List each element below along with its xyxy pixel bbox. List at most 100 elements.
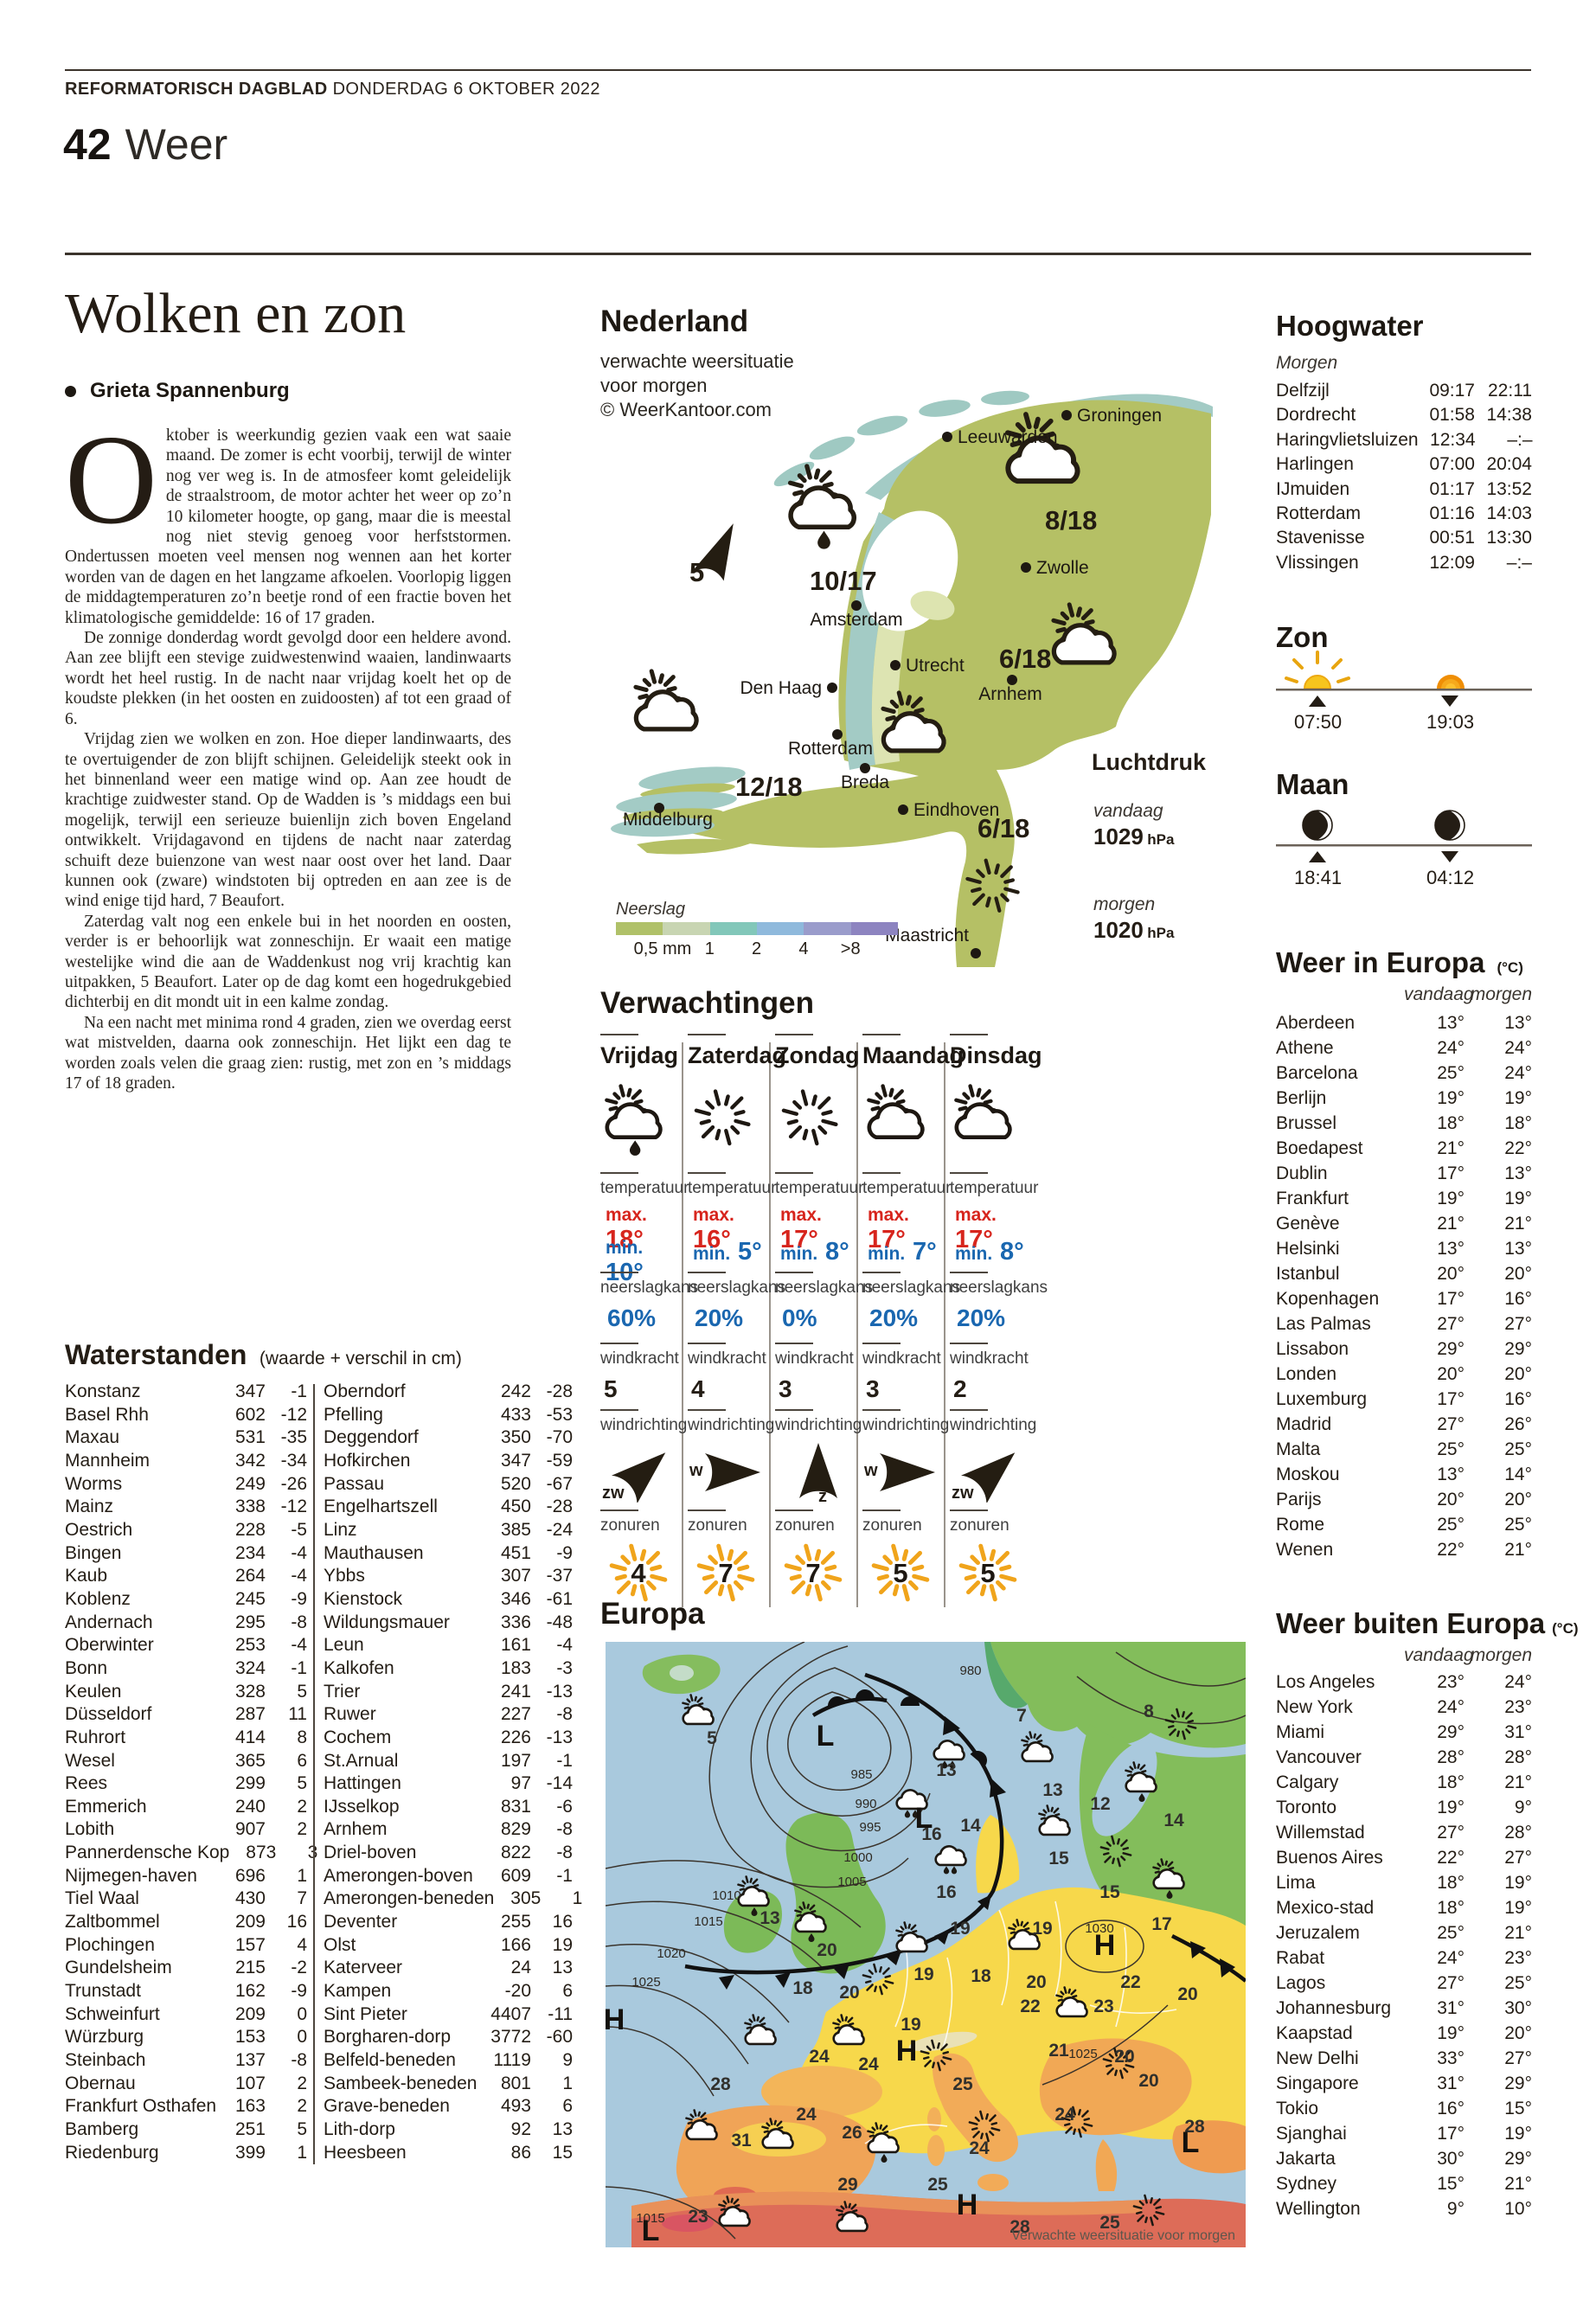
value-2: 23° bbox=[1504, 1948, 1532, 1968]
min-value: 5° bbox=[738, 1238, 762, 1266]
day-weather-icon bbox=[772, 1074, 855, 1171]
value-1: 18° bbox=[1437, 1772, 1465, 1792]
level-change: -8 bbox=[291, 2050, 307, 2071]
value-2: 19° bbox=[1504, 1189, 1532, 1208]
waterstand-row: Olst 166 19 bbox=[324, 1934, 573, 1958]
value-1: 13° bbox=[1437, 1465, 1465, 1484]
svg-text:Middelburg: Middelburg bbox=[623, 810, 713, 830]
map-temperature: 20 bbox=[1177, 1984, 1197, 2004]
europa-city-row: Boedapest 21° 22° bbox=[1276, 1136, 1532, 1161]
level-value: 350 bbox=[500, 1427, 531, 1448]
waterstand-row: Amerongen-boven 609 -1 bbox=[324, 1865, 573, 1888]
level-change: 1 bbox=[297, 2142, 307, 2163]
level-value: 255 bbox=[500, 1912, 531, 1932]
station-name: Deggendorf bbox=[324, 1427, 419, 1448]
value-2: 27° bbox=[1504, 1848, 1532, 1868]
min-temperature: min. 8° bbox=[780, 1238, 849, 1266]
sun-hours-value: 7 bbox=[718, 1558, 733, 1588]
precip-tick-label: 4 bbox=[798, 939, 809, 958]
station-name: Maxau bbox=[65, 1427, 120, 1448]
waterstand-row: Oberndorf 242 -28 bbox=[324, 1381, 573, 1404]
station-name: Bonn bbox=[65, 1657, 108, 1678]
station-name: Oberndorf bbox=[324, 1381, 406, 1401]
level-change: -13 bbox=[546, 1727, 573, 1747]
level-value: 107 bbox=[234, 2073, 266, 2093]
place-name: Brussel bbox=[1276, 1113, 1337, 1133]
place-name: Lagos bbox=[1276, 1973, 1326, 1993]
world-city-row: Calgary 18° 21° bbox=[1276, 1770, 1532, 1795]
level-change: -8 bbox=[556, 1819, 573, 1840]
wind-force-value: 3 bbox=[779, 1375, 792, 1402]
value-2: 21° bbox=[1504, 1214, 1532, 1234]
city-marker: Middelburg bbox=[623, 803, 713, 830]
value-1: 25° bbox=[1437, 1515, 1465, 1535]
world-city-row: Mexico-stad 18° 19° bbox=[1276, 1895, 1532, 1920]
station-name: Riedenburg bbox=[65, 2142, 159, 2163]
place-name: Wellington bbox=[1276, 2199, 1361, 2219]
wind-direction: w bbox=[862, 1439, 939, 1506]
waterstand-row: IJsselkop 831 -6 bbox=[324, 1796, 573, 1819]
value-2: 24° bbox=[1504, 1672, 1532, 1692]
level-value: 97 bbox=[510, 1773, 531, 1794]
station-name: Amerongen-beneden bbox=[324, 1888, 495, 1909]
map-temperature: 22 bbox=[1120, 1972, 1140, 1992]
value-2: 29° bbox=[1504, 2149, 1532, 2169]
rain-chance-label: neerslagkans bbox=[600, 1279, 699, 1297]
map-temperature: 20 bbox=[1138, 2071, 1158, 2091]
min-label: min. bbox=[868, 1244, 906, 1264]
sun-cloud-rain-icon bbox=[1125, 1761, 1157, 1802]
col-tomorrow: morgen bbox=[1470, 984, 1532, 1004]
wind-force-label: windkracht bbox=[775, 1349, 854, 1368]
level-change: -4 bbox=[291, 1566, 307, 1586]
sun-hours: 7 bbox=[689, 1537, 762, 1612]
max-temperature: max.17° bbox=[868, 1205, 939, 1254]
sun-cloud-icon bbox=[895, 1921, 928, 1953]
pressure-today-label: vandaag bbox=[1093, 801, 1163, 821]
station-name: Arnhem bbox=[324, 1819, 388, 1840]
separator bbox=[950, 1409, 988, 1411]
level-change: -8 bbox=[556, 1704, 573, 1725]
waterstand-row: Düsseldorf 287 11 bbox=[65, 1703, 307, 1727]
europe-map-annotations: 980 985 990 995 1000 1005 1010 1015 1020 1025 1030… bbox=[606, 1663, 1205, 2247]
level-value: 3772 bbox=[490, 2027, 531, 2048]
station-name: Pfelling bbox=[324, 1404, 383, 1425]
value-2: –:– bbox=[1507, 429, 1533, 450]
level-value: 822 bbox=[500, 1843, 531, 1863]
value-1: 13° bbox=[1437, 1013, 1465, 1033]
hoogwater-row: Harlingen 07:00 20:04 bbox=[1276, 452, 1532, 477]
level-value: 166 bbox=[500, 1934, 531, 1955]
world-city-row: Sydney 15° 21° bbox=[1276, 2171, 1532, 2196]
europa-table-title: Weer in Europa (°C) bbox=[1276, 946, 1523, 979]
sun-hours: 4 bbox=[602, 1537, 675, 1612]
station-name: Bingen bbox=[65, 1542, 122, 1563]
waterstand-row: Grave-beneden 493 6 bbox=[324, 2095, 573, 2118]
level-change: -11 bbox=[548, 2003, 573, 2024]
wind-direction-arrow-icon bbox=[611, 1442, 673, 1507]
city-marker: Eindhoven bbox=[898, 800, 999, 820]
level-value: 183 bbox=[500, 1657, 531, 1678]
isobar-label: 1005 bbox=[837, 1875, 866, 1889]
precip-tick-label: 0,5 mm bbox=[633, 939, 692, 958]
day-name: Zondag bbox=[775, 1042, 860, 1068]
map-temperature: 19 bbox=[950, 1919, 970, 1939]
station-name: Sint Pieter bbox=[324, 2003, 407, 2024]
forecast-day-zaterdag: Zaterdag temperatuur max.16° min. 5° neerslag… bbox=[688, 1034, 786, 1612]
place-name: Jakarta bbox=[1276, 2149, 1336, 2169]
level-value: 346 bbox=[500, 1588, 531, 1609]
forecast-day-maandag: Maandag temperatuur max.17° min. 7° neerslagk… bbox=[862, 1034, 964, 1609]
pressure-today: 1029 hPa bbox=[1093, 824, 1174, 850]
level-value: 430 bbox=[234, 1888, 266, 1909]
svg-text:Groningen: Groningen bbox=[1077, 406, 1162, 426]
level-value: 873 bbox=[246, 1843, 277, 1863]
value-2: 16° bbox=[1504, 1289, 1532, 1309]
place-name: Dublin bbox=[1276, 1163, 1328, 1183]
map-temperature: 28 bbox=[1010, 2217, 1030, 2237]
value-1: 25° bbox=[1437, 1439, 1465, 1459]
waterstand-row: Borgharen-dorp 3772 -60 bbox=[324, 2026, 573, 2049]
station-name: Wesel bbox=[65, 1750, 115, 1771]
value-1: 12:34 bbox=[1430, 429, 1476, 450]
separator bbox=[688, 1509, 726, 1511]
station-name: Plochingen bbox=[65, 1934, 155, 1955]
value-1: 9° bbox=[1446, 2199, 1465, 2219]
europa-table-header: vandaag morgen bbox=[1276, 984, 1532, 1005]
